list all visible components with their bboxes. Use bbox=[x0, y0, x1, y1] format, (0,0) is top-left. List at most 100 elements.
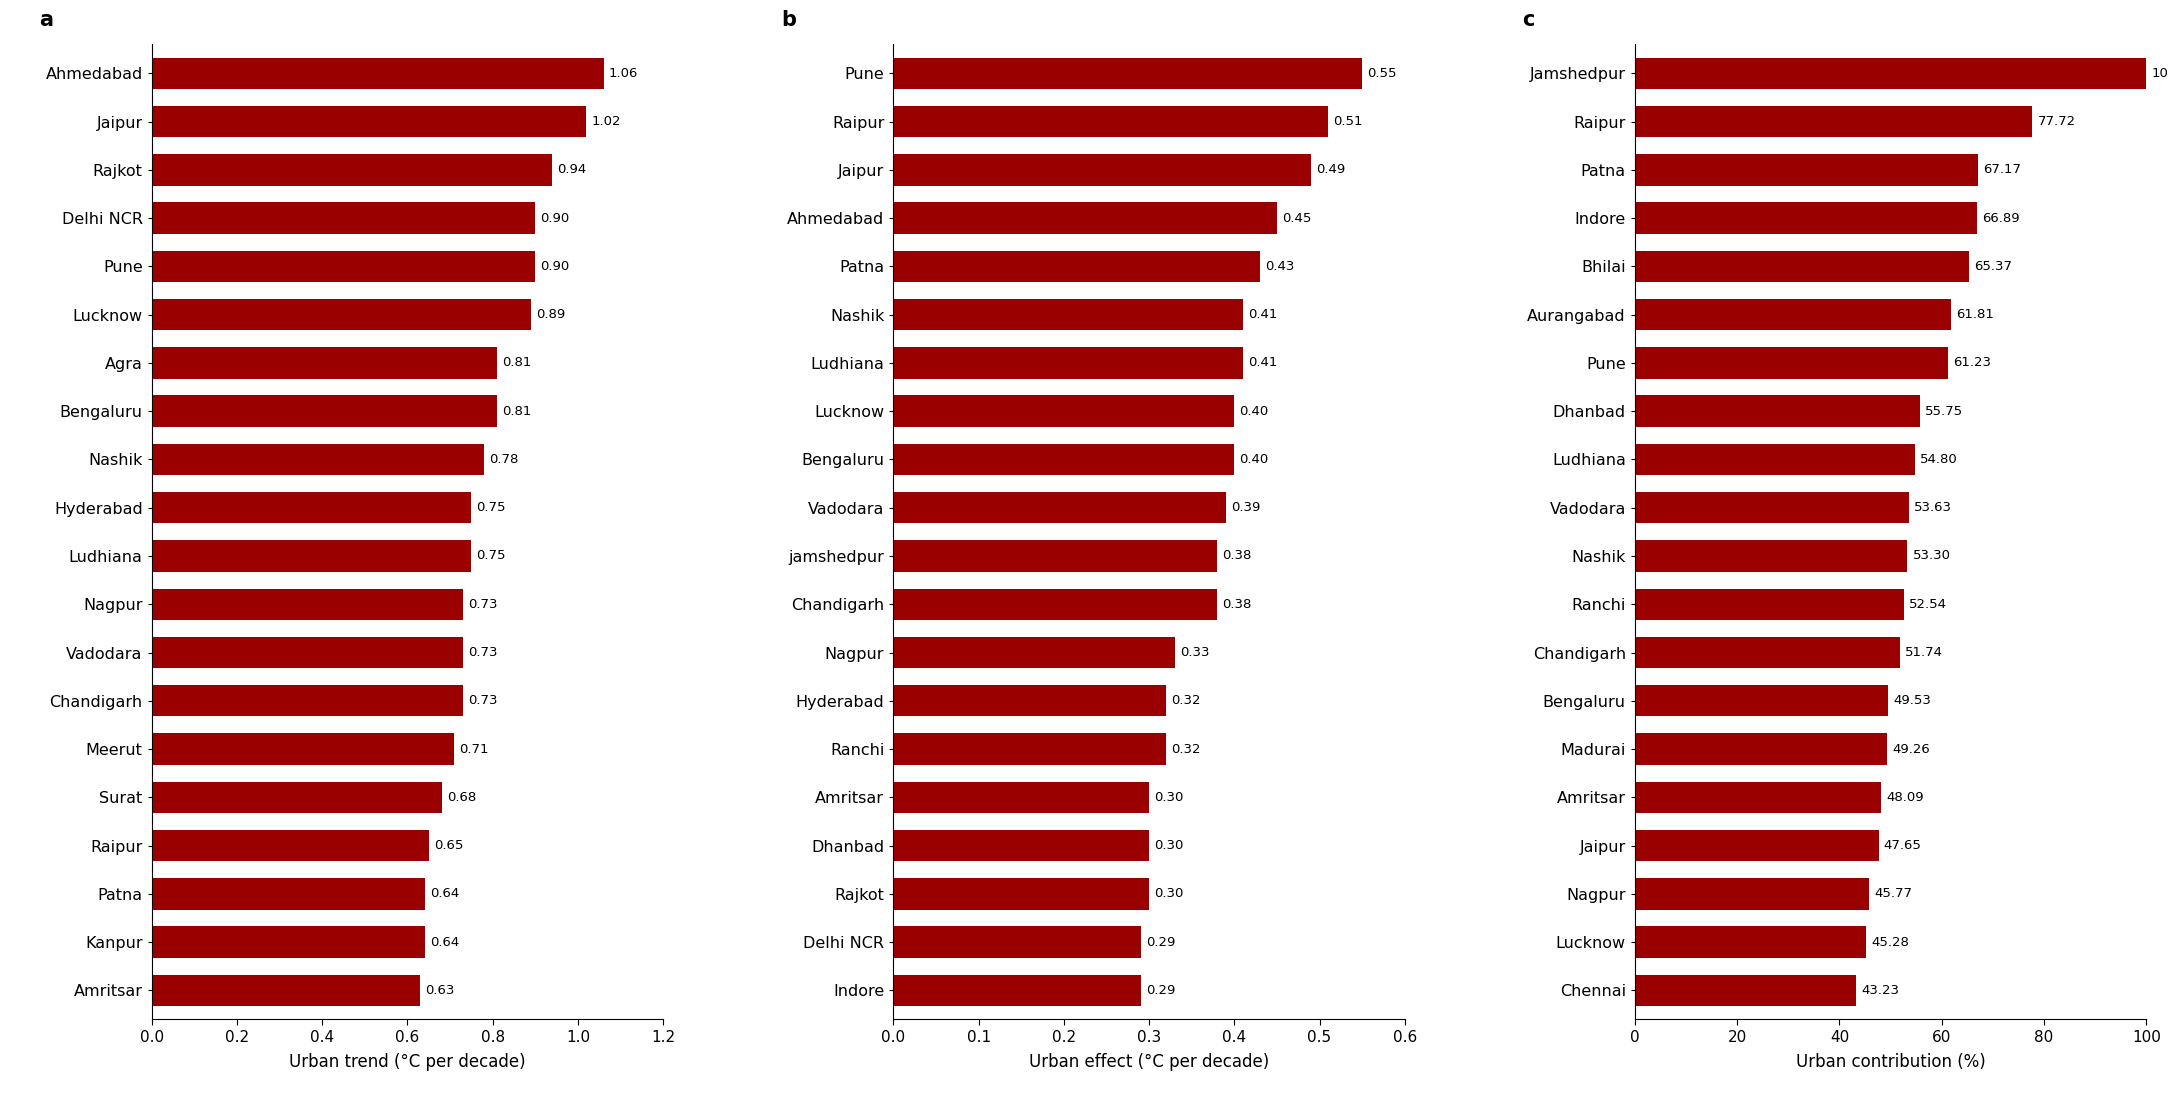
Text: 47.65: 47.65 bbox=[1884, 839, 1921, 852]
Text: 0.40: 0.40 bbox=[1240, 453, 1268, 466]
Text: 0.75: 0.75 bbox=[477, 550, 505, 563]
Bar bbox=[1635, 250, 1969, 283]
Text: 61.23: 61.23 bbox=[1953, 357, 1990, 369]
Text: 0.55: 0.55 bbox=[1368, 66, 1396, 80]
Text: 0.41: 0.41 bbox=[1249, 308, 1277, 321]
Text: 0.29: 0.29 bbox=[1145, 984, 1175, 997]
Bar bbox=[893, 106, 1329, 137]
Text: 0.30: 0.30 bbox=[1153, 839, 1184, 852]
Text: 1.06: 1.06 bbox=[609, 66, 637, 80]
Bar bbox=[893, 541, 1216, 572]
Bar bbox=[893, 250, 1260, 283]
Bar bbox=[1635, 926, 1867, 957]
Bar bbox=[893, 733, 1166, 765]
Text: 53.63: 53.63 bbox=[1914, 501, 1953, 514]
Bar bbox=[152, 975, 421, 1006]
Bar bbox=[1635, 733, 1886, 765]
Text: 0.43: 0.43 bbox=[1264, 260, 1294, 273]
Text: 0.71: 0.71 bbox=[460, 742, 490, 756]
Text: 0.75: 0.75 bbox=[477, 501, 505, 514]
Bar bbox=[893, 203, 1277, 234]
Text: 49.26: 49.26 bbox=[1893, 742, 1930, 756]
Bar bbox=[152, 106, 588, 137]
Bar bbox=[152, 637, 464, 668]
Text: 0.65: 0.65 bbox=[434, 839, 464, 852]
Text: 77.72: 77.72 bbox=[2038, 115, 2075, 129]
Text: 45.77: 45.77 bbox=[1873, 888, 1912, 901]
Text: 52.54: 52.54 bbox=[1908, 597, 1947, 611]
Text: 0.38: 0.38 bbox=[1223, 550, 1251, 563]
Bar bbox=[893, 154, 1312, 185]
Bar bbox=[152, 299, 531, 330]
Bar bbox=[893, 879, 1149, 910]
Bar bbox=[893, 299, 1242, 330]
Bar bbox=[152, 492, 470, 523]
Bar bbox=[152, 541, 470, 572]
Bar bbox=[1635, 347, 1949, 379]
Text: 0.73: 0.73 bbox=[468, 695, 496, 707]
Bar bbox=[1635, 492, 1910, 523]
Bar bbox=[893, 396, 1234, 427]
Text: 0.33: 0.33 bbox=[1179, 646, 1210, 659]
Bar bbox=[1635, 396, 1921, 427]
Bar bbox=[893, 926, 1140, 957]
Bar bbox=[152, 250, 535, 283]
Bar bbox=[152, 879, 425, 910]
Text: 45.28: 45.28 bbox=[1871, 935, 1910, 948]
Bar bbox=[152, 830, 429, 861]
Bar bbox=[893, 975, 1140, 1006]
Bar bbox=[152, 203, 535, 234]
Text: b: b bbox=[780, 10, 796, 30]
Text: 1.02: 1.02 bbox=[592, 115, 620, 129]
Text: 0.94: 0.94 bbox=[557, 163, 588, 176]
Bar bbox=[1635, 58, 2146, 89]
Bar bbox=[893, 347, 1242, 379]
Text: 0.32: 0.32 bbox=[1171, 742, 1201, 756]
Bar bbox=[893, 58, 1362, 89]
Bar bbox=[893, 492, 1225, 523]
Bar bbox=[893, 588, 1216, 620]
Text: 0.45: 0.45 bbox=[1281, 212, 1312, 225]
Bar bbox=[1635, 637, 1899, 668]
Text: 65.37: 65.37 bbox=[1975, 260, 2012, 273]
Text: 0.30: 0.30 bbox=[1153, 888, 1184, 901]
Bar bbox=[1635, 781, 1882, 813]
Bar bbox=[152, 733, 455, 765]
X-axis label: Urban trend (°C per decade): Urban trend (°C per decade) bbox=[288, 1053, 527, 1071]
Text: 100: 100 bbox=[2151, 66, 2168, 80]
X-axis label: Urban effect (°C per decade): Urban effect (°C per decade) bbox=[1030, 1053, 1268, 1071]
Text: 67.17: 67.17 bbox=[1984, 163, 2021, 176]
Text: a: a bbox=[39, 10, 54, 30]
Bar bbox=[152, 781, 442, 813]
Text: 0.73: 0.73 bbox=[468, 597, 496, 611]
Text: 0.38: 0.38 bbox=[1223, 597, 1251, 611]
Text: 0.90: 0.90 bbox=[540, 212, 570, 225]
Text: 0.29: 0.29 bbox=[1145, 935, 1175, 948]
Text: 53.30: 53.30 bbox=[1912, 550, 1951, 563]
Bar bbox=[1635, 879, 1869, 910]
Text: 0.40: 0.40 bbox=[1240, 404, 1268, 418]
Text: 48.09: 48.09 bbox=[1886, 791, 1923, 803]
Bar bbox=[1635, 975, 1856, 1006]
Bar bbox=[152, 347, 496, 379]
Bar bbox=[1635, 685, 1888, 717]
Text: 0.51: 0.51 bbox=[1333, 115, 1364, 129]
Text: 0.89: 0.89 bbox=[535, 308, 566, 321]
Bar bbox=[893, 685, 1166, 717]
Bar bbox=[152, 926, 425, 957]
Text: c: c bbox=[1522, 10, 1535, 30]
Text: 0.63: 0.63 bbox=[425, 984, 455, 997]
Text: 0.78: 0.78 bbox=[490, 453, 518, 466]
Bar bbox=[893, 637, 1175, 668]
Text: 0.49: 0.49 bbox=[1316, 163, 1346, 176]
Text: 0.32: 0.32 bbox=[1171, 695, 1201, 707]
X-axis label: Urban contribution (%): Urban contribution (%) bbox=[1795, 1053, 1986, 1071]
Text: 0.39: 0.39 bbox=[1231, 501, 1260, 514]
Text: 66.89: 66.89 bbox=[1982, 212, 2021, 225]
Text: 55.75: 55.75 bbox=[1925, 404, 1964, 418]
Text: 0.73: 0.73 bbox=[468, 646, 496, 659]
Text: 0.81: 0.81 bbox=[503, 404, 531, 418]
Bar bbox=[152, 685, 464, 717]
Bar bbox=[152, 396, 496, 427]
Bar bbox=[893, 830, 1149, 861]
